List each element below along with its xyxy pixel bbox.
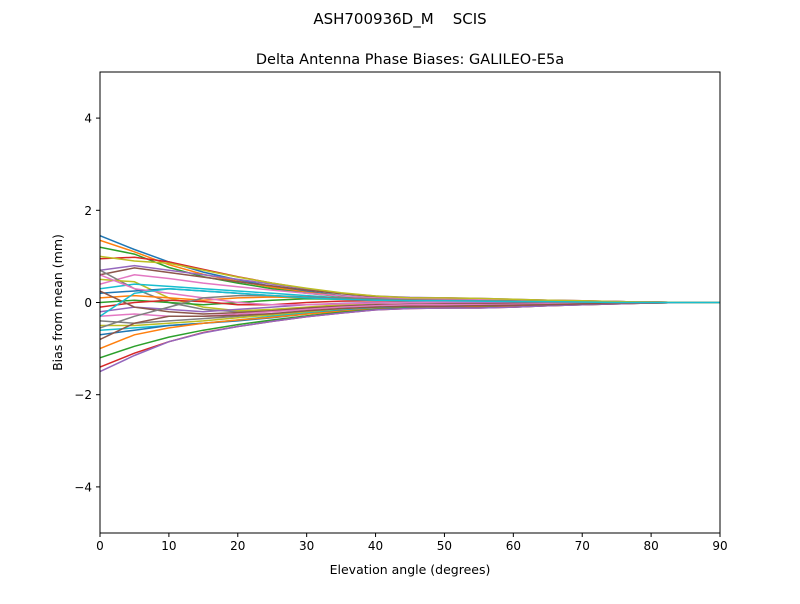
x-tick-label: 0: [96, 539, 104, 553]
series-line-21: [100, 301, 720, 350]
chart-title: Delta Antenna Phase Biases: GALILEO-E5a: [256, 52, 564, 68]
x-tick-label: 80: [643, 539, 658, 553]
x-tick-label: 70: [575, 539, 590, 553]
y-tick-label: 2: [84, 204, 92, 218]
y-tick-label: −2: [74, 388, 92, 402]
series-line-3: [100, 256, 720, 304]
series-line-2: [100, 246, 720, 304]
series-line-1: [100, 239, 720, 304]
y-tick-label: 0: [84, 296, 92, 310]
x-axis-label: Elevation angle (degrees): [330, 562, 491, 577]
x-tick-label: 50: [437, 539, 452, 553]
x-axis: 0 10 20 30 40 50 60 70 80 90: [96, 533, 728, 553]
series-line-0: [100, 235, 720, 304]
series-line-28: [100, 255, 720, 304]
y-axis-label: Bias from mean (mm): [50, 234, 65, 371]
y-tick-label: −4: [74, 480, 92, 494]
series-line-23: [100, 301, 720, 368]
x-tick-label: 20: [230, 539, 245, 553]
series-line-25: [100, 301, 720, 341]
x-tick-label: 30: [299, 539, 314, 553]
x-tick-label: 60: [506, 539, 521, 553]
series-lines: [100, 235, 720, 373]
x-tick-label: 10: [161, 539, 176, 553]
x-tick-label: 40: [368, 539, 383, 553]
y-axis: −4 −2 0 2 4: [74, 112, 100, 494]
series-line-29: [100, 287, 720, 317]
suptitle: ASH700936D_M SCIS: [313, 10, 486, 29]
y-tick-label: 4: [84, 112, 92, 126]
x-tick-label: 90: [712, 539, 727, 553]
